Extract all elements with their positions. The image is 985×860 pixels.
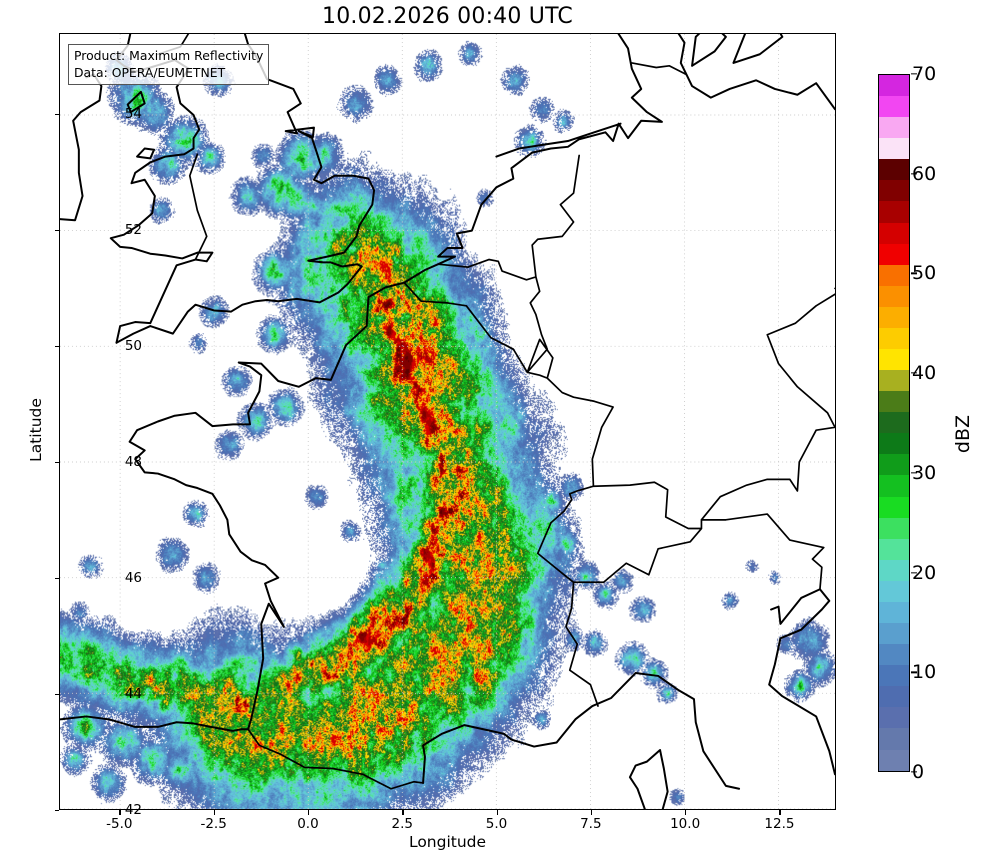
y-tick-label: 42 (124, 802, 142, 818)
colorbar-band (879, 327, 909, 350)
colorbar-band (879, 475, 909, 497)
colorbar-tick-mark (911, 771, 917, 773)
x-tick-label: 7.5 (580, 816, 602, 832)
x-tick-mark (685, 810, 687, 815)
y-tick-mark (54, 810, 59, 812)
radar-reflectivity-layer (60, 34, 835, 809)
colorbar-tick-mark (911, 173, 917, 175)
colorbar-band (879, 306, 909, 328)
colorbar-band (879, 433, 909, 455)
y-tick-mark (54, 114, 59, 116)
colorbar-band (879, 222, 909, 244)
colorbar-tick-label: 0 (912, 761, 925, 783)
colorbar-band (879, 686, 909, 708)
x-tick-label: 12.5 (764, 816, 795, 832)
colorbar-band (879, 707, 909, 729)
colorbar-band (879, 644, 909, 666)
colorbar-band (879, 138, 909, 160)
colorbar-tick-label: 60 (912, 162, 937, 185)
colorbar-band (879, 391, 909, 413)
colorbar-band (879, 538, 909, 560)
colorbar-tick-mark (911, 671, 917, 673)
colorbar-tick-mark (911, 73, 917, 75)
product-info-line-2: Data: OPERA/EUMETNET (74, 65, 226, 81)
x-axis-label: Longitude (408, 833, 487, 851)
x-tick-mark (779, 810, 781, 815)
map-axes (59, 33, 836, 810)
colorbar-band (879, 496, 909, 518)
colorbar-band (879, 412, 909, 434)
colorbar-band (879, 96, 909, 118)
colorbar-band (879, 349, 909, 371)
colorbar-band (879, 180, 909, 202)
gridlines-layer (60, 34, 835, 809)
colorbar-band (879, 264, 909, 286)
x-tick-label: 5.0 (485, 816, 508, 832)
y-tick-label: 46 (124, 570, 142, 587)
colorbar-band (879, 601, 909, 624)
colorbar-tick-mark (911, 472, 917, 474)
x-tick-mark (119, 810, 121, 815)
x-tick-mark (590, 810, 593, 815)
y-tick-mark (54, 462, 59, 464)
colorbar-band (879, 665, 909, 687)
colorbar-tick-label: 30 (912, 461, 937, 484)
colorbar-tick-label: 10 (912, 661, 937, 684)
page-title: 10.02.2026 00:40 UTC (322, 4, 573, 29)
x-tick-label: -2.5 (200, 816, 227, 832)
y-axis-label: Latitude (27, 398, 45, 462)
colorbar-tick-label: 40 (912, 362, 937, 385)
colorbar-band (879, 201, 909, 223)
x-tick-label: 0.0 (297, 816, 319, 832)
coastlines-borders-layer (60, 34, 835, 809)
product-info-box: Product: Maximum Reflectivity Data: OPER… (68, 44, 270, 86)
colorbar-label: dBZ (952, 414, 974, 454)
x-tick-label: 10.0 (670, 816, 701, 832)
x-tick-mark (307, 810, 310, 815)
colorbar-band (879, 559, 909, 581)
y-tick-mark (54, 230, 59, 232)
product-info-line-1: Product: Maximum Reflectivity (74, 48, 264, 63)
x-tick-label: 2.5 (391, 816, 413, 832)
y-tick-mark (54, 578, 59, 580)
colorbar-band (879, 749, 909, 771)
colorbar-tick-mark (911, 571, 917, 574)
x-tick-mark (496, 810, 498, 815)
colorbar-band (879, 370, 909, 392)
y-tick-mark (54, 346, 59, 348)
y-tick-label: 54 (124, 106, 142, 123)
colorbar-band (879, 117, 909, 139)
colorbar-tick-label: 50 (912, 262, 937, 285)
y-tick-label: 50 (124, 338, 142, 355)
colorbar-tick-mark (911, 372, 917, 374)
colorbar-band (879, 243, 909, 265)
colorbar-tick-label: 20 (912, 561, 937, 584)
y-tick-label: 44 (124, 686, 142, 703)
colorbar-band (879, 517, 909, 539)
colorbar-band (879, 623, 909, 645)
x-tick-label: -5.0 (106, 816, 133, 832)
colorbar-band (879, 285, 909, 307)
x-tick-mark (213, 810, 215, 815)
colorbar-band (879, 75, 909, 97)
y-tick-mark (54, 694, 59, 696)
colorbar-tick-label: 70 (912, 63, 937, 85)
x-tick-mark (402, 810, 404, 815)
y-tick-label: 52 (124, 222, 142, 239)
colorbar-band (879, 454, 909, 476)
colorbar-band (879, 159, 909, 181)
colorbar-band (879, 728, 909, 750)
colorbar-band (879, 580, 909, 602)
colorbar (878, 74, 910, 772)
y-tick-label: 48 (124, 454, 142, 471)
colorbar-tick-mark (911, 272, 917, 275)
